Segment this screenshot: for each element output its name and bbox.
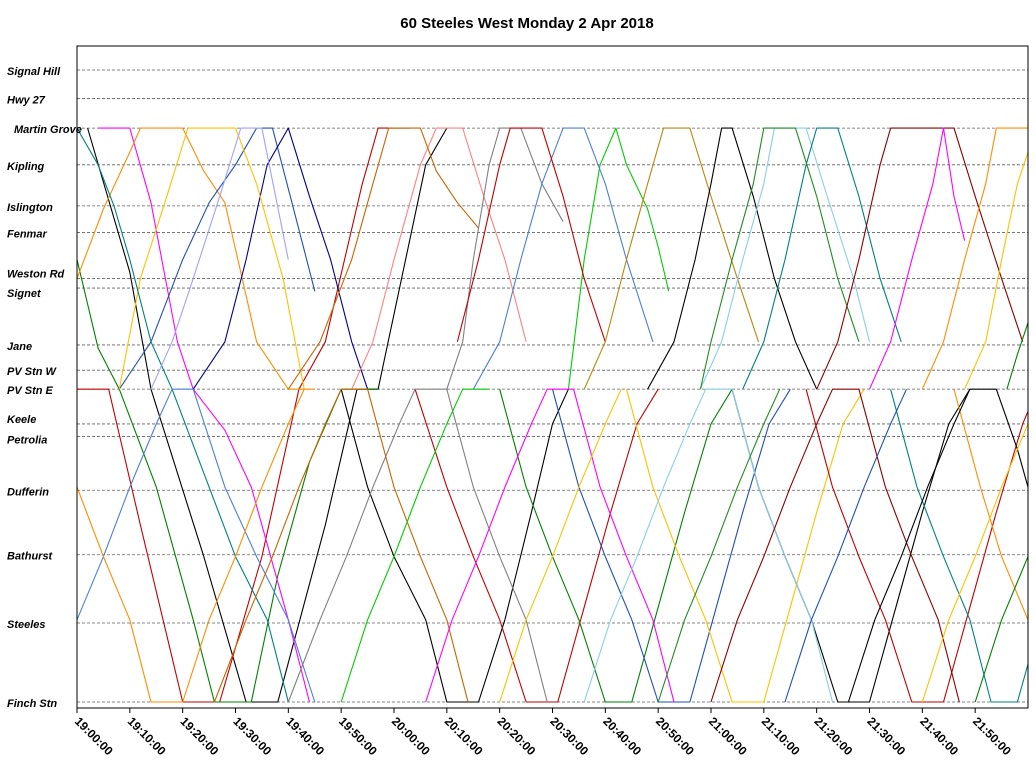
time-tick-label: 19:40:00 <box>283 714 327 758</box>
trip-line <box>816 127 1024 390</box>
trip-line <box>710 388 960 703</box>
trip-line <box>551 388 791 703</box>
stop-label: Jane <box>7 341 32 353</box>
time-tick-label: 19:10:00 <box>125 714 169 758</box>
chart-title: 60 Steeles West Monday 2 Apr 2018 <box>400 15 653 32</box>
trip-line <box>974 556 1029 703</box>
trip-line <box>567 127 670 390</box>
time-tick-label: 21:30:00 <box>864 714 908 758</box>
trip-line <box>213 388 469 703</box>
trip-line <box>76 388 316 703</box>
trip-line <box>340 388 569 703</box>
trip-line <box>414 388 659 703</box>
time-tick-label: 21:40:00 <box>917 714 961 758</box>
grid-layer <box>77 69 1028 703</box>
stop-label: Fenmar <box>7 228 47 240</box>
trip-line <box>87 127 448 703</box>
time-tick-label: 20:00:00 <box>389 714 433 758</box>
trip-line <box>1006 322 1029 390</box>
trip-line <box>287 127 479 390</box>
time-tick-label: 19:30:00 <box>230 714 274 758</box>
trip-line <box>77 127 410 703</box>
trip-line <box>446 127 564 390</box>
time-tick-label: 21:10:00 <box>759 714 803 758</box>
trip-line <box>76 388 305 703</box>
stop-label: Finch Stn <box>7 698 57 710</box>
trip-line <box>868 127 966 390</box>
time-tick-label: 21:20:00 <box>812 714 856 758</box>
trip-line <box>76 259 379 703</box>
time-tick-label: 19:00:00 <box>72 714 116 758</box>
trip-line <box>340 388 490 703</box>
stop-label: Weston Rd <box>7 269 65 281</box>
trip-line <box>847 388 1029 703</box>
trip-line <box>351 127 527 390</box>
stop-label: PV Stn E <box>7 385 54 397</box>
stop-label: Dufferin <box>7 486 49 498</box>
trip-line <box>150 127 289 390</box>
trip-line <box>699 127 860 390</box>
trip-line <box>499 388 733 703</box>
stop-label: Hwy 27 <box>7 94 46 106</box>
trip-line <box>499 388 622 703</box>
time-tick-label: 19:50:00 <box>336 714 380 758</box>
trip-line <box>921 127 1028 390</box>
time-labels: 19:00:00 19:10:00 19:20:00 19:30:00 19:40:00… <box>72 708 1014 758</box>
time-tick-label: 19:20:00 <box>178 714 222 758</box>
trip-line <box>953 389 1029 621</box>
trip-line <box>425 388 675 703</box>
stop-labels: Signal Hill Hwy 27 Martin Grove Kipling Isli… <box>7 66 82 710</box>
trip-line <box>742 127 902 390</box>
trip-layer <box>76 127 1029 703</box>
stop-label: Keele <box>7 414 36 426</box>
stop-label: Martin Grove <box>14 124 82 136</box>
trip-line <box>657 388 781 703</box>
time-tick-label: 21:50:00 <box>970 714 1014 758</box>
time-tick-label: 20:30:00 <box>547 714 591 758</box>
trip-line <box>472 127 654 390</box>
trip-line <box>118 127 316 390</box>
trip-line <box>625 388 865 703</box>
trip-line <box>456 127 606 342</box>
stop-label: Islington <box>7 202 53 214</box>
trip-line <box>921 423 1029 703</box>
trip-line <box>118 127 305 390</box>
trip-line <box>647 127 818 390</box>
time-tick-label: 20:50:00 <box>653 714 697 758</box>
stop-label: Steeles <box>7 619 46 631</box>
trip-line <box>192 127 369 390</box>
stop-label: Signet <box>7 288 42 300</box>
trip-line <box>964 152 1029 390</box>
stop-label: PV Stn W <box>7 366 58 378</box>
stop-label: Petrolia <box>7 435 47 447</box>
trip-line <box>583 388 834 703</box>
time-tick-label: 21:00:00 <box>706 714 750 758</box>
stop-label: Kipling <box>7 161 45 173</box>
trip-line <box>76 127 315 390</box>
trip-line <box>784 388 908 703</box>
stop-label: Bathurst <box>7 551 54 563</box>
trip-line <box>287 388 548 703</box>
trip-line <box>583 127 760 390</box>
trip-line <box>890 389 1029 703</box>
time-tick-label: 20:40:00 <box>600 714 644 758</box>
time-tick-label: 20:20:00 <box>495 714 539 758</box>
time-tick-label: 20:10:00 <box>442 714 486 758</box>
stop-label: Signal Hill <box>7 66 61 78</box>
